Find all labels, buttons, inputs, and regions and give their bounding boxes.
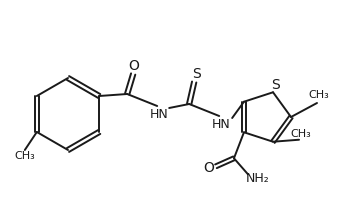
Text: HN: HN [212, 117, 231, 131]
Text: O: O [129, 59, 140, 73]
Text: NH₂: NH₂ [246, 172, 270, 185]
Text: HN: HN [150, 107, 169, 121]
Text: CH₃: CH₃ [14, 151, 35, 161]
Text: S: S [271, 78, 279, 92]
Text: CH₃: CH₃ [291, 129, 311, 139]
Text: O: O [204, 161, 215, 175]
Text: CH₃: CH₃ [309, 90, 329, 100]
Text: S: S [192, 67, 201, 81]
